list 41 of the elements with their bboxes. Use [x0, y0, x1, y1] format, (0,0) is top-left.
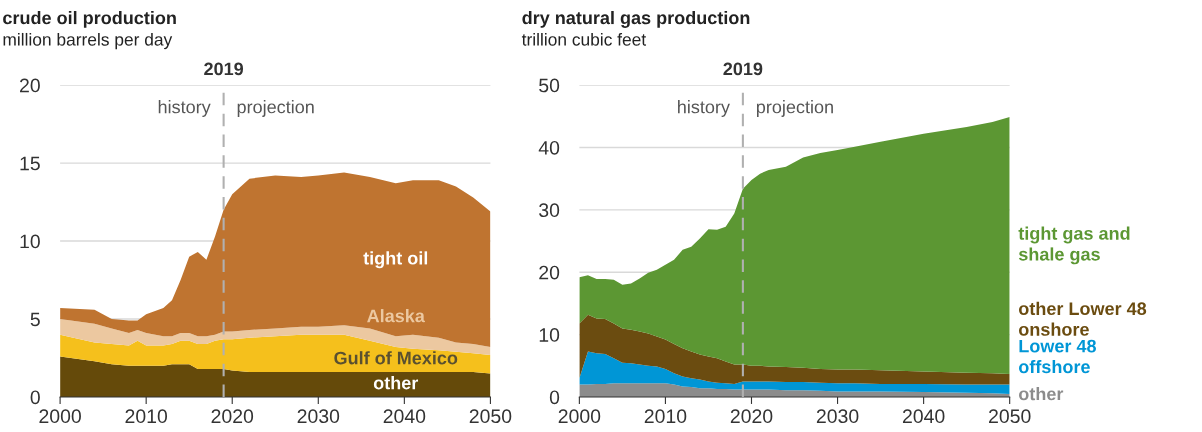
- annotation: history: [678, 100, 730, 117]
- annotation: projection: [237, 100, 314, 117]
- series-label: Gulf of Mexico: [334, 351, 458, 365]
- series-label: Lower 48 offshore: [1018, 339, 1096, 374]
- x-tick-label: 2040: [902, 409, 945, 424]
- y-tick-label: 30: [539, 203, 560, 218]
- x-tick-label: 2020: [730, 409, 773, 424]
- x-tick-label: 2050: [989, 409, 1031, 424]
- series-label: other: [1018, 387, 1064, 401]
- series-label: other: [373, 376, 419, 390]
- series-label: Alaska: [367, 309, 425, 323]
- x-tick-label: 2050: [469, 409, 512, 424]
- x-tick-label: 2030: [816, 409, 859, 424]
- y-tick-label: 40: [538, 140, 560, 155]
- x-tick-label: 2020: [211, 409, 254, 424]
- x-tick-label: 2010: [644, 409, 687, 424]
- y-tick-label: 5: [30, 312, 40, 327]
- y-tick-label: 20: [539, 265, 560, 280]
- chart-subtitle: million barrels per day: [3, 32, 173, 50]
- x-tick-label: 2030: [297, 409, 340, 424]
- series-label: tight gas and shale gas: [1018, 226, 1130, 265]
- annotation: projection: [756, 100, 833, 117]
- y-tick-label: 50: [539, 78, 560, 93]
- x-tick-label: 2000: [39, 409, 81, 424]
- y-tick-label: 15: [20, 156, 40, 171]
- y-tick-label: 20: [20, 78, 40, 93]
- ref-line-label: 2019: [204, 62, 244, 76]
- y-tick-label: 10: [539, 328, 560, 342]
- chart-subtitle: trillion cubic feet: [521, 32, 647, 46]
- ref-line-label: 2019: [723, 62, 763, 76]
- x-tick-label: 2000: [558, 409, 601, 424]
- y-tick-label: 0: [549, 390, 560, 405]
- y-tick-label: 10: [20, 234, 40, 249]
- series-label: tight oil: [363, 251, 428, 269]
- annotation: history: [158, 100, 211, 117]
- chart-title: crude oil production: [3, 11, 176, 28]
- x-tick-label: 2040: [383, 409, 426, 424]
- text: other Lower 48 onshore: [1018, 301, 1147, 336]
- x-tick-label: 2010: [125, 409, 168, 424]
- chart-title: dry natural gas production: [522, 10, 750, 28]
- y-tick-label: 0: [30, 390, 40, 405]
